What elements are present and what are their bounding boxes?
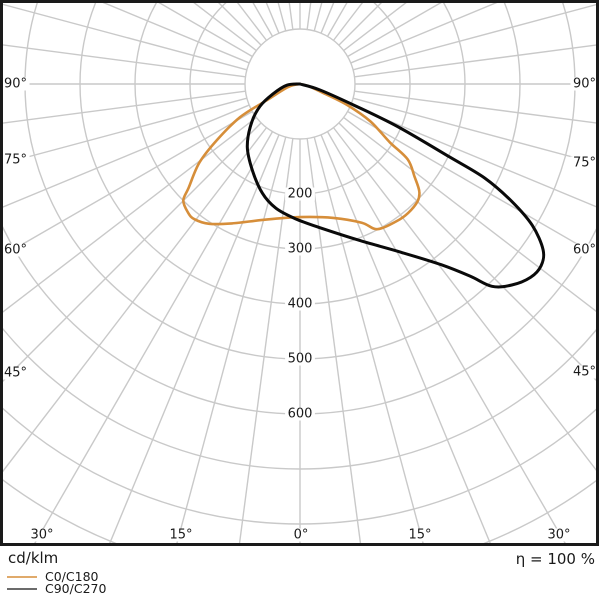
angle-ray-line: [347, 110, 596, 256]
angle-ray-line: [176, 136, 287, 543]
ring-value-label: 300: [288, 242, 313, 257]
label-background: [1, 366, 30, 380]
label-background: [285, 352, 315, 366]
label-background: [285, 187, 315, 201]
angle-ray-line: [350, 3, 498, 64]
label-background: [285, 297, 315, 311]
angle-tick-label: 90°: [4, 77, 27, 92]
c90-c270-line-sample: [7, 587, 37, 590]
angle-ray-line: [3, 127, 268, 473]
angle-ray-line: [3, 90, 246, 124]
angle-ray-line: [3, 97, 248, 165]
label-background: [570, 77, 599, 91]
angle-ray-line: [3, 116, 257, 313]
label-background: [570, 365, 599, 379]
label-background: [291, 528, 311, 542]
legend: cd/klm η = 100 % C0/C180 C90/C270: [0, 546, 600, 600]
label-background: [570, 243, 599, 257]
ring-value-label: 400: [288, 297, 313, 312]
label-background: [544, 528, 574, 542]
angle-tick-label: 0°: [294, 528, 309, 543]
angle-tick-label: 60°: [573, 243, 596, 258]
label-background: [285, 407, 315, 421]
curve-c90-c270: [245, 82, 546, 289]
angle-ray-line: [338, 122, 596, 381]
angle-tick-label: 30°: [547, 528, 570, 543]
angle-tick-label: 75°: [573, 156, 596, 171]
ring-value-label: 600: [288, 407, 313, 422]
polar-photometric-chart: 200 300 400 500 600 90° 75° 60° 45° 90° 75° 60° 45° 3…: [0, 0, 600, 546]
angle-tick-label: 45°: [4, 366, 27, 381]
angle-ray-line: [354, 90, 596, 124]
angle-ray-line: [3, 110, 253, 257]
ring-value-label: 200: [288, 187, 313, 202]
legend-item-c90-c270: C90/C270: [7, 582, 106, 595]
legend-item-label: C90/C270: [45, 581, 107, 596]
angle-tick-label: 90°: [573, 77, 596, 92]
angle-tick-label: 15°: [169, 528, 192, 543]
angle-ray-line: [109, 134, 280, 543]
label-background: [166, 528, 196, 542]
efficiency-label: η = 100 %: [515, 550, 595, 568]
angle-ray-line: [238, 138, 294, 543]
angle-ray-line: [332, 127, 596, 471]
angle-tick-label: 30°: [30, 528, 53, 543]
angle-ray-line: [34, 131, 274, 543]
angle-ray-line: [320, 134, 491, 543]
angle-ray-line: [3, 104, 250, 208]
angle-tick-label: 60°: [4, 243, 27, 258]
unit-label: cd/klm: [8, 549, 59, 567]
axis-labels: 200 300 400 500 600 90° 75° 60° 45° 90° 75° 60° 45° 3…: [1, 77, 599, 543]
angle-ray-line: [158, 3, 253, 58]
angle-ray-line: [354, 44, 596, 78]
angle-ray-line: [326, 131, 566, 543]
angle-tick-label: 15°: [408, 528, 431, 543]
label-background: [1, 77, 30, 91]
angle-tick-label: 45°: [573, 365, 596, 380]
legend-item-label: C0/C180: [45, 569, 99, 584]
angle-tick-label: 75°: [4, 153, 27, 168]
intensity-curves: [182, 82, 546, 289]
angle-ray-line: [352, 3, 596, 71]
label-background: [570, 156, 599, 170]
angle-ray-line: [352, 97, 596, 165]
ring-value-label: 500: [288, 352, 313, 367]
angle-ray-line: [306, 138, 362, 543]
label-background: [405, 528, 435, 542]
label-background: [27, 528, 57, 542]
angle-ray-line: [3, 44, 246, 78]
angle-ray-line: [343, 116, 596, 313]
label-background: [1, 153, 30, 167]
c0-c180-line-sample: [7, 575, 37, 578]
angle-ray-line: [102, 3, 250, 64]
legend-item-c0-c180: C0/C180: [7, 570, 98, 583]
angle-ray-line: [350, 104, 596, 208]
angle-ray-line: [3, 122, 262, 382]
angle-ray-line: [3, 3, 248, 71]
plot-frame-border: [0, 0, 599, 546]
label-background: [1, 243, 30, 257]
label-background: [285, 242, 315, 256]
curve-c0-c180: [182, 82, 421, 231]
angle-ray-line: [347, 3, 442, 58]
